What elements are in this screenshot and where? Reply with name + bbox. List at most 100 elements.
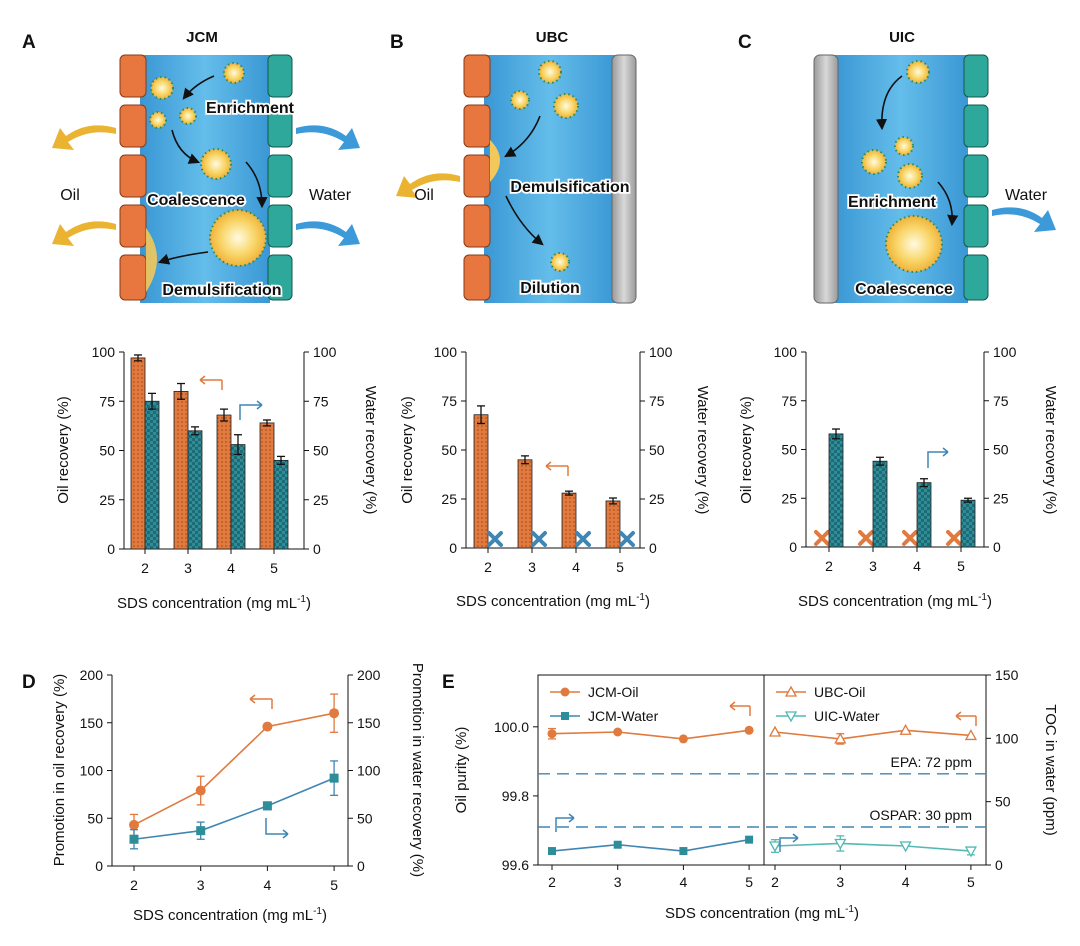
droplets — [149, 62, 267, 267]
no-recovery-marker — [814, 530, 830, 546]
jcm-water-point — [613, 840, 622, 849]
y-tick-label-right: 25 — [993, 490, 1009, 506]
x-tick-label: 3 — [614, 874, 622, 890]
uic-water-point — [834, 838, 847, 850]
reference-line-label: EPA: 72 ppm — [891, 754, 972, 770]
y-tick-label-right: 100 — [649, 344, 673, 360]
oil-outflow-arrow — [396, 173, 460, 198]
oil-promotion-point — [329, 708, 340, 719]
oil-recovery-bar — [605, 500, 621, 549]
oil-recovery-bar — [130, 357, 146, 550]
series-line — [551, 729, 750, 740]
schematic-b: B UBC Oil Demulsification Dilution — [390, 29, 637, 304]
y-tick-label-left: 0 — [449, 540, 457, 556]
x-tick-label: 3 — [184, 560, 192, 576]
no-recovery-marker — [487, 531, 503, 547]
y-tick-label-right: 150 — [357, 715, 381, 731]
oil-axis-indicator-arrow — [199, 375, 223, 390]
y-tick-label-left: 25 — [781, 490, 797, 506]
oil-promotion-line — [133, 712, 335, 826]
y-tick-label-right: 0 — [649, 540, 657, 556]
x-tick-label: 5 — [270, 560, 278, 576]
oil-recovery-bar — [517, 459, 533, 549]
jcm-oil-point — [678, 734, 688, 744]
blocked-wall — [611, 54, 637, 304]
y-tick-label-left: 99.8 — [502, 788, 529, 804]
process-arrows — [504, 115, 544, 246]
x-tick-label: 3 — [836, 874, 844, 890]
y-tick-label-left: 0 — [107, 541, 115, 557]
x-tick-label: 2 — [484, 559, 492, 575]
y-axis-label-left: Oil recovery (%) — [738, 396, 755, 504]
y-axis-label-left: Promotion in oil recovery (%) — [51, 674, 68, 867]
droplets — [861, 60, 943, 273]
y-axis-label-right: Water recovery (%) — [694, 386, 711, 515]
y-tick-label-left: 100 — [92, 344, 116, 360]
jcm-water-point — [679, 847, 688, 856]
y-tick-label-left: 50 — [441, 442, 457, 458]
x-axis-label: SDS concentration (mg mL-1) — [117, 594, 311, 612]
oil-axis-indicator-arrow — [249, 694, 273, 709]
water-promotion-point — [196, 826, 206, 836]
x-tick-label: 4 — [572, 559, 580, 575]
y-tick-label-left: 75 — [99, 393, 115, 409]
feed-channel — [484, 55, 616, 303]
y-tick-label-right: 0 — [995, 857, 1003, 873]
oil-outflow-arrows — [52, 125, 116, 246]
no-recovery-marker — [858, 530, 874, 546]
y-axis-label-right: Water recovery (%) — [362, 386, 379, 515]
ubc-oil-point — [899, 723, 912, 735]
y-tick-label-left: 200 — [80, 667, 104, 683]
oil-recovery-bar — [561, 492, 577, 549]
schematic-title-ubc: UBC — [536, 29, 569, 46]
y-tick-label-right: 75 — [649, 393, 665, 409]
jcm-water-point — [745, 835, 754, 844]
enrichment-label: Enrichment — [848, 194, 937, 211]
no-recovery-marker — [531, 531, 547, 547]
y-tick-label-right: 100 — [993, 344, 1017, 360]
y-tick-label-left: 100.0 — [494, 719, 529, 735]
y-tick-label-left: 75 — [441, 393, 457, 409]
x-axis-label: SDS concentration (mg mL-1) — [456, 592, 650, 610]
panel-label-c: C — [738, 32, 752, 53]
y-tick-label-right: 100 — [313, 344, 337, 360]
x-axis-label: SDS concentration (mg mL-1) — [133, 906, 327, 924]
y-tick-label-right: 0 — [357, 858, 365, 874]
water-recovery-bar — [960, 499, 976, 548]
no-recovery-marker — [619, 531, 635, 547]
water-axis-indicator-arrow — [239, 400, 263, 420]
panel-label-d: D — [22, 672, 36, 693]
water-recovery-bar — [273, 459, 289, 550]
oil-recovery-bar — [259, 422, 275, 550]
x-tick-label: 4 — [264, 877, 272, 893]
y-axis-label-left: Oil purity (%) — [453, 727, 470, 814]
oil-promotion-point — [129, 819, 139, 830]
x-tick-label: 5 — [745, 874, 753, 890]
water-axis-indicator-arrow — [779, 833, 799, 852]
chart-c: Oil recovery (%) Water recovery (%) SDS … — [738, 344, 1059, 610]
chart-a: Oil recovery (%) Water recovery (%) SDS … — [55, 344, 379, 612]
panel-label-b: B — [390, 32, 404, 53]
y-tick-label-left: 100 — [774, 344, 798, 360]
water-recovery-bar — [916, 482, 932, 548]
series-line — [774, 729, 971, 740]
no-recovery-marker — [575, 531, 591, 547]
water-outflow-arrow — [992, 207, 1056, 232]
x-tick-label: 4 — [902, 874, 910, 890]
demulsification-label: Demulsification — [162, 282, 281, 299]
legend-item-ubc-oil: UBC-Oil — [776, 684, 865, 700]
no-recovery-marker — [946, 530, 962, 546]
schematic-title-jcm: JCM — [186, 29, 218, 46]
oil-outlet-label: Oil — [414, 187, 434, 204]
water-promotion-point — [129, 834, 139, 844]
water-promotion-point — [329, 773, 339, 783]
x-tick-label: 5 — [330, 877, 338, 893]
water-membrane — [963, 54, 989, 301]
oil-axis-indicator-arrow — [955, 711, 977, 726]
water-outlet-label: Water — [309, 187, 352, 204]
blocked-wall — [813, 54, 839, 304]
y-tick-label-right: 0 — [313, 541, 321, 557]
water-outlet-label: Water — [1005, 187, 1048, 204]
coalescence-label: Coalescence — [147, 192, 245, 209]
oil-recovery-bar — [173, 390, 189, 550]
